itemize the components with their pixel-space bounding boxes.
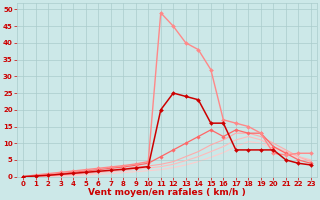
X-axis label: Vent moyen/en rafales ( km/h ): Vent moyen/en rafales ( km/h ) xyxy=(88,188,246,197)
